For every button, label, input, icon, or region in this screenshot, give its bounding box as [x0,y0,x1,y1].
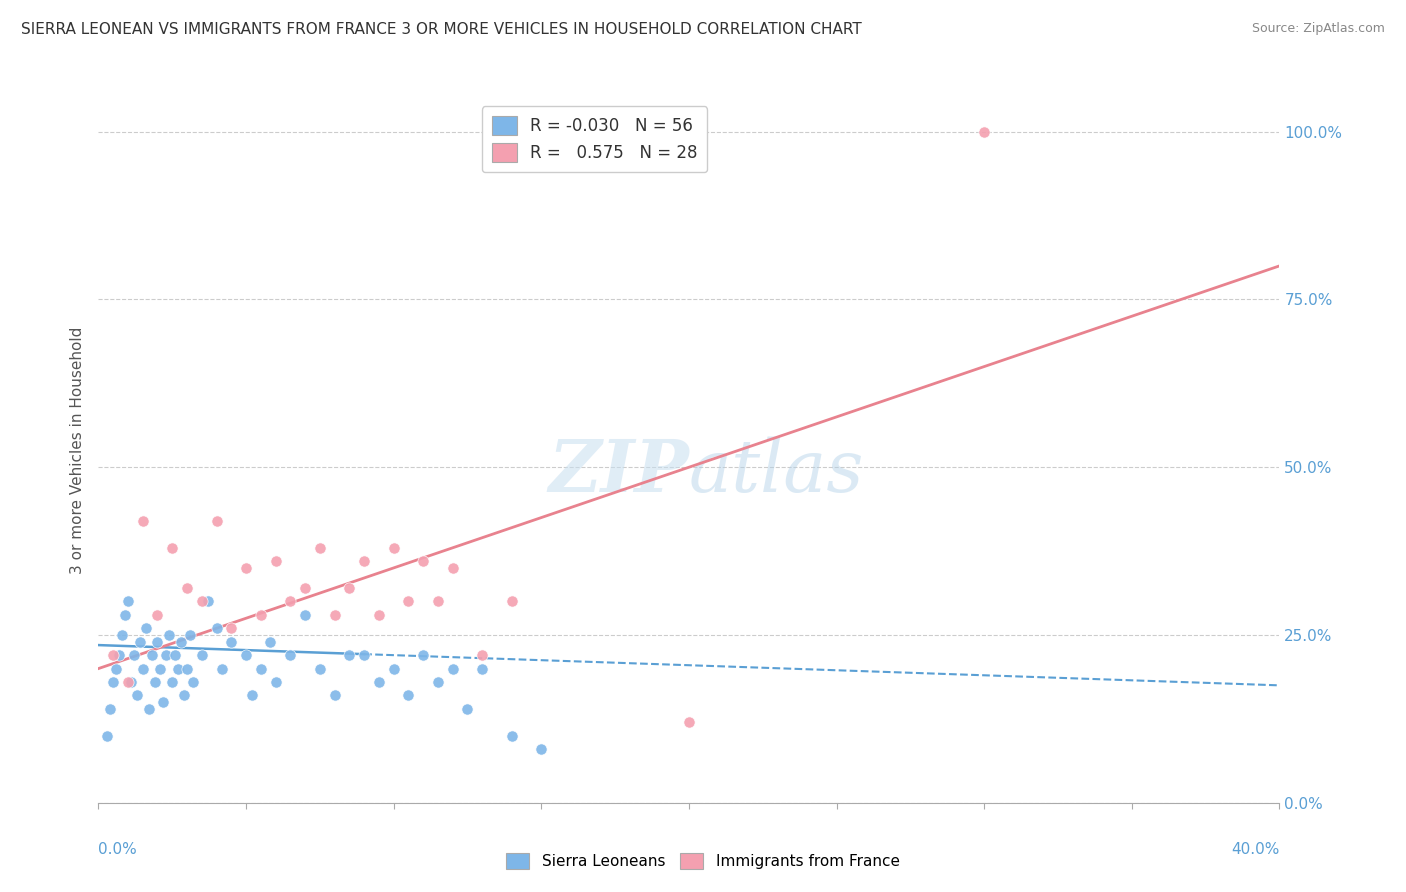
Text: ZIP: ZIP [548,436,689,507]
Point [221,634,243,648]
Point [264,675,287,690]
Point [294,607,316,622]
Point [96,729,118,743]
Y-axis label: 3 or more Vehicles in Household: 3 or more Vehicles in Household [69,326,84,574]
Point [152,695,174,709]
Point [398,594,420,608]
Point [103,675,125,690]
Point [398,689,420,703]
Point [368,607,391,622]
Point [412,554,434,568]
Point [191,594,214,608]
Point [122,648,145,662]
Point [368,675,391,690]
Point [155,648,177,662]
Point [111,628,134,642]
Point [221,621,243,635]
Point [323,607,346,622]
Point [181,675,204,690]
Point [235,561,257,575]
Point [309,662,332,676]
Point [264,554,287,568]
Text: 40.0%: 40.0% [1232,841,1279,856]
Point [973,125,995,139]
Point [250,662,273,676]
Point [179,628,201,642]
Point [205,621,228,635]
Point [165,648,187,662]
Point [135,621,157,635]
Point [294,581,316,595]
Point [323,689,346,703]
Point [471,648,494,662]
Point [240,689,263,703]
Point [530,742,553,756]
Text: atlas: atlas [689,436,865,507]
Point [128,634,150,648]
Point [211,662,233,676]
Point [235,648,257,662]
Point [457,702,479,716]
Point [132,662,155,676]
Point [191,648,214,662]
Point [427,675,450,690]
Point [117,675,139,690]
Point [149,662,172,676]
Point [353,554,375,568]
Point [173,689,195,703]
Point [108,648,131,662]
Point [146,607,169,622]
Point [167,662,190,676]
Point [117,594,139,608]
Point [339,581,361,595]
Point [280,648,302,662]
Point [280,594,302,608]
Point [141,648,163,662]
Point [176,662,198,676]
Text: 0.0%: 0.0% [98,841,138,856]
Point [412,648,434,662]
Point [197,594,219,608]
Point [259,634,281,648]
Point [132,514,155,528]
Point [162,541,183,555]
Legend: R = -0.030   N = 56, R =   0.575   N = 28: R = -0.030 N = 56, R = 0.575 N = 28 [481,106,707,172]
Point [382,662,405,676]
Point [98,702,121,716]
Point [339,648,361,662]
Point [501,729,523,743]
Point [441,662,464,676]
Point [114,607,136,622]
Point [162,675,183,690]
Point [138,702,160,716]
Point [471,662,494,676]
Point [170,634,193,648]
Point [501,594,523,608]
Point [125,689,148,703]
Point [678,715,700,730]
Point [143,675,166,690]
Point [427,594,450,608]
Point [309,541,332,555]
Point [105,662,128,676]
Point [205,514,228,528]
Point [382,541,405,555]
Point [146,634,169,648]
Point [353,648,375,662]
Legend: Sierra Leoneans, Immigrants from France: Sierra Leoneans, Immigrants from France [501,847,905,875]
Text: Source: ZipAtlas.com: Source: ZipAtlas.com [1251,22,1385,36]
Point [103,648,125,662]
Point [250,607,273,622]
Point [441,561,464,575]
Point [120,675,142,690]
Text: SIERRA LEONEAN VS IMMIGRANTS FROM FRANCE 3 OR MORE VEHICLES IN HOUSEHOLD CORRELA: SIERRA LEONEAN VS IMMIGRANTS FROM FRANCE… [21,22,862,37]
Point [157,628,180,642]
Point [176,581,198,595]
